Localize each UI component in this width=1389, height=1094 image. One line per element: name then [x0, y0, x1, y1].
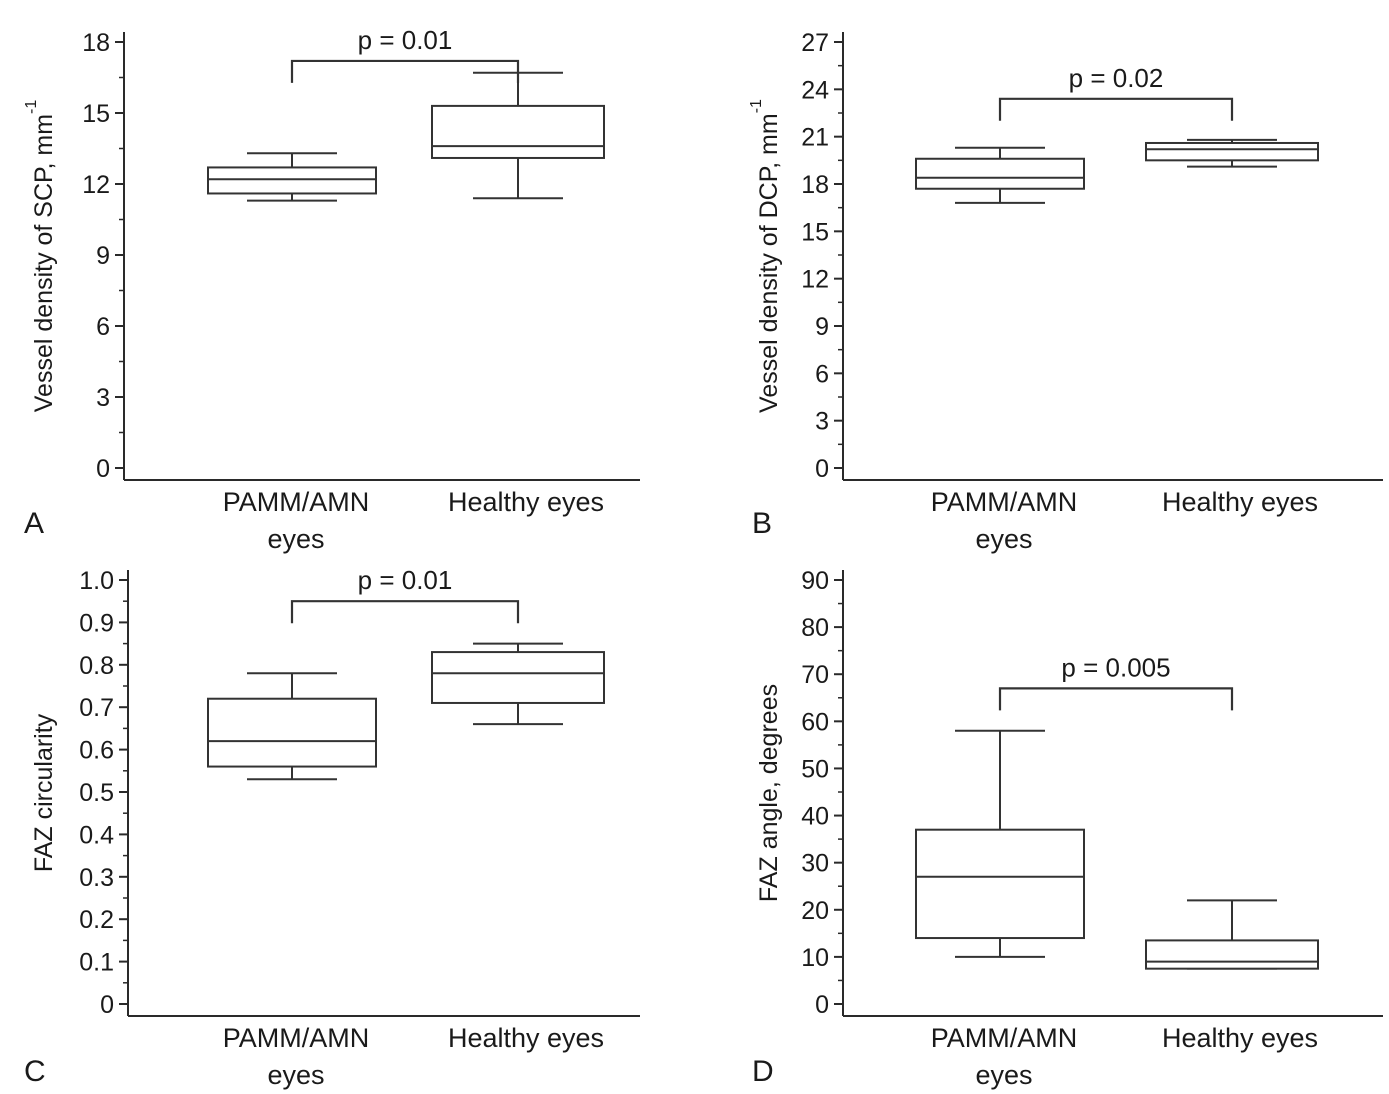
y-tick-label: 15 [801, 218, 829, 246]
box-pamm-amn [207, 672, 377, 781]
y-tick-label: 0 [96, 455, 110, 483]
x-category-label: PAMM/AMN [223, 487, 370, 517]
panel-letter: B [752, 507, 772, 540]
y-tick-label: 15 [82, 100, 110, 128]
y-tick-label: 60 [801, 708, 829, 736]
iqr-box [915, 157, 1085, 190]
y-tick-label: 0.3 [79, 864, 114, 892]
y-tick-label: 18 [801, 171, 829, 199]
p-value-label: p = 0.01 [358, 565, 453, 595]
panel-b: 0 3 6 9 12 15 18 21 24 27 Vessel density of DCP, m… [748, 29, 1383, 554]
x-category-label: eyes [975, 1060, 1032, 1090]
iqr-box [1145, 141, 1319, 162]
y-tick-label: 3 [96, 384, 110, 412]
box-healthy [1145, 899, 1319, 970]
box-healthy [431, 642, 605, 726]
y-tick-label: 0.9 [79, 609, 114, 637]
y-tick-label: 0 [815, 991, 829, 1019]
panel-a: 0 3 6 9 12 15 18 Vessel density of SCP, mm-1 p =… [23, 25, 640, 554]
iqr-box [431, 104, 605, 159]
y-axis-label: Vessel density of SCP, mm-1 [23, 100, 58, 413]
box-pamm-amn [915, 729, 1085, 958]
y-tick-label: 6 [815, 360, 829, 388]
significance-bracket [290, 600, 520, 624]
y-tick-label: 0.7 [79, 694, 114, 722]
box-pamm-amn [207, 152, 377, 202]
box-pamm-amn [915, 146, 1085, 204]
box-healthy [1145, 138, 1319, 168]
y-tick-label: 27 [801, 29, 829, 57]
x-category-label: PAMM/AMN [223, 1023, 370, 1053]
y-tick-label: 20 [801, 897, 829, 925]
significance-bracket [998, 97, 1234, 121]
panel-c: 0 0.1 0.2 0.3 0.4 0.5 0.6 0.7 0.8 0.9 1.0 FAZ circu… [24, 565, 640, 1090]
panel-letter: C [24, 1055, 46, 1088]
iqr-box [915, 828, 1085, 940]
y-tick-label: 90 [801, 567, 829, 595]
panel-letter: A [24, 507, 44, 540]
y-tick-label: 0.5 [79, 779, 114, 807]
y-tick-label: 24 [801, 76, 829, 104]
y-tick-label: 12 [801, 266, 829, 294]
y-tick-label: 0 [100, 991, 114, 1019]
y-tick-label: 6 [96, 313, 110, 341]
p-value-label: p = 0.005 [1061, 652, 1170, 682]
panel-d: 0 10 20 30 40 50 60 70 80 90 FAZ angle, degrees p =… [752, 567, 1383, 1090]
iqr-box [207, 697, 377, 768]
y-tick-label: 0.6 [79, 737, 114, 765]
y-tick-label: 10 [801, 944, 829, 972]
x-category-label: eyes [267, 524, 324, 554]
y-tick-label: 9 [96, 242, 110, 270]
y-tick-label: 0.1 [79, 949, 114, 977]
y-tick-label: 12 [82, 171, 110, 199]
iqr-box [207, 166, 377, 195]
x-category-label: Healthy eyes [448, 1023, 604, 1053]
x-category-label: PAMM/AMN [931, 1023, 1078, 1053]
x-category-label: eyes [267, 1060, 324, 1090]
y-axis-label: FAZ circularity [30, 713, 58, 872]
y-tick-label: 0.4 [79, 821, 114, 849]
iqr-box [431, 651, 605, 704]
y-tick-label: 0.2 [79, 906, 114, 934]
p-value-label: p = 0.01 [358, 25, 453, 55]
y-tick-label: 3 [815, 408, 829, 436]
y-axis-label-superscript: -1 [23, 100, 40, 114]
y-tick-label: 70 [801, 661, 829, 689]
y-axis-label: Vessel density of DCP, mm-1 [748, 99, 783, 413]
x-category-label: eyes [975, 524, 1032, 554]
y-axis-label: FAZ angle, degrees [755, 684, 783, 902]
y-tick-label: 80 [801, 614, 829, 642]
y-tick-label: 18 [82, 29, 110, 57]
panel-letter: D [752, 1055, 774, 1088]
p-value-label: p = 0.02 [1069, 63, 1164, 93]
x-category-label: Healthy eyes [1162, 1023, 1318, 1053]
y-tick-label: 30 [801, 850, 829, 878]
y-tick-label: 40 [801, 803, 829, 831]
y-axis-label-superscript: -1 [748, 99, 765, 113]
x-category-label: Healthy eyes [448, 487, 604, 517]
iqr-box [1145, 939, 1319, 970]
box-healthy [431, 71, 605, 200]
y-tick-label: 9 [815, 313, 829, 341]
y-tick-label: 50 [801, 755, 829, 783]
y-tick-label: 21 [801, 124, 829, 152]
y-tick-label: 0 [815, 455, 829, 483]
significance-bracket [998, 687, 1234, 711]
y-tick-label: 1.0 [79, 567, 114, 595]
x-category-label: Healthy eyes [1162, 487, 1318, 517]
significance-bracket [290, 59, 520, 83]
x-category-label: PAMM/AMN [931, 487, 1078, 517]
y-tick-label: 0.8 [79, 652, 114, 680]
